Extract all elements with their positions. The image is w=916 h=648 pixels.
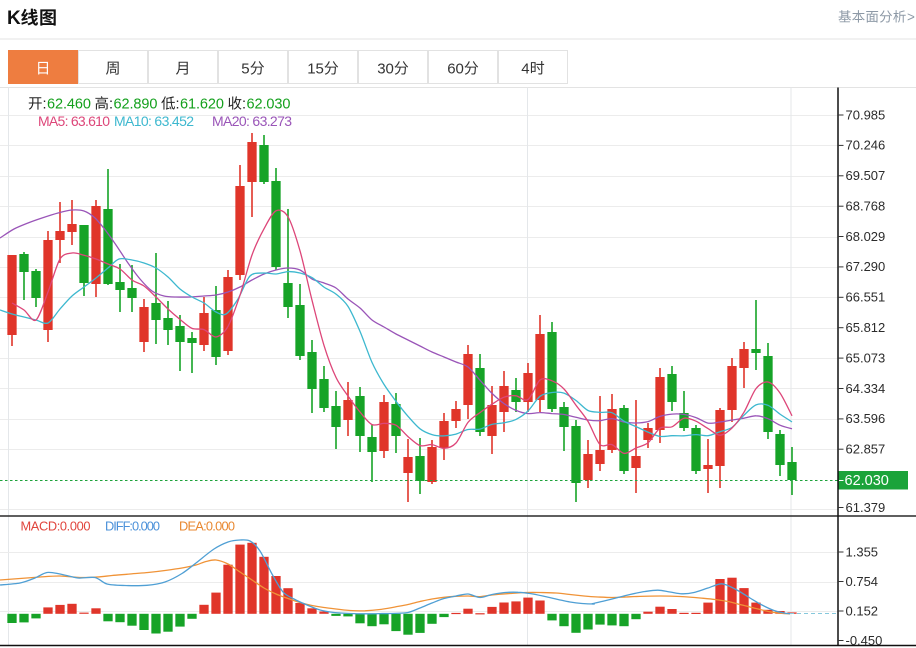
- svg-text:66.551: 66.551: [846, 290, 886, 305]
- svg-text:MA10: 63.452: MA10: 63.452: [114, 113, 194, 129]
- svg-text::: :: [176, 97, 180, 113]
- svg-text:1: 1: [307, 61, 315, 78]
- svg-text:6: 6: [447, 61, 455, 78]
- svg-text:-0.450: -0.450: [846, 633, 883, 648]
- svg-text:69.507: 69.507: [846, 168, 886, 183]
- svg-text:62.030: 62.030: [247, 97, 291, 113]
- svg-text:63.596: 63.596: [846, 411, 886, 426]
- svg-text:62.460: 62.460: [47, 97, 91, 113]
- svg-text:MA5: 63.610: MA5: 63.610: [38, 113, 110, 129]
- svg-text:62.030: 62.030: [845, 473, 889, 489]
- svg-text:61.379: 61.379: [846, 500, 886, 515]
- svg-text:64.334: 64.334: [846, 381, 886, 396]
- svg-text:5: 5: [241, 61, 249, 78]
- svg-text:62.890: 62.890: [114, 97, 158, 113]
- svg-text:70.246: 70.246: [846, 138, 886, 153]
- svg-text::: :: [43, 97, 47, 113]
- svg-text::: :: [109, 97, 113, 113]
- svg-text::: :: [242, 97, 246, 113]
- svg-text:65.073: 65.073: [846, 350, 886, 365]
- svg-text:>: >: [907, 10, 915, 25]
- svg-text:65.812: 65.812: [846, 320, 886, 335]
- svg-text:61.620: 61.620: [180, 97, 224, 113]
- svg-text:1.355: 1.355: [846, 544, 879, 559]
- svg-text:DIFF:0.000: DIFF:0.000: [105, 519, 160, 534]
- svg-text:0: 0: [456, 61, 464, 78]
- svg-text:67.290: 67.290: [846, 259, 886, 274]
- svg-text:68.768: 68.768: [846, 199, 886, 214]
- svg-text:0.152: 0.152: [846, 603, 879, 618]
- svg-text:68.029: 68.029: [846, 229, 886, 244]
- svg-text:5: 5: [316, 61, 324, 78]
- svg-text:0: 0: [386, 61, 394, 78]
- svg-text:4: 4: [521, 61, 529, 78]
- svg-text:K: K: [7, 8, 21, 29]
- svg-text:0.754: 0.754: [846, 574, 879, 589]
- svg-text:DEA:0.000: DEA:0.000: [179, 519, 235, 534]
- svg-text:62.857: 62.857: [846, 442, 886, 457]
- svg-text:MA20: 63.273: MA20: 63.273: [212, 113, 292, 129]
- svg-text:MACD:0.000: MACD:0.000: [21, 519, 91, 534]
- svg-text:3: 3: [377, 61, 385, 78]
- svg-text:70.985: 70.985: [846, 107, 886, 122]
